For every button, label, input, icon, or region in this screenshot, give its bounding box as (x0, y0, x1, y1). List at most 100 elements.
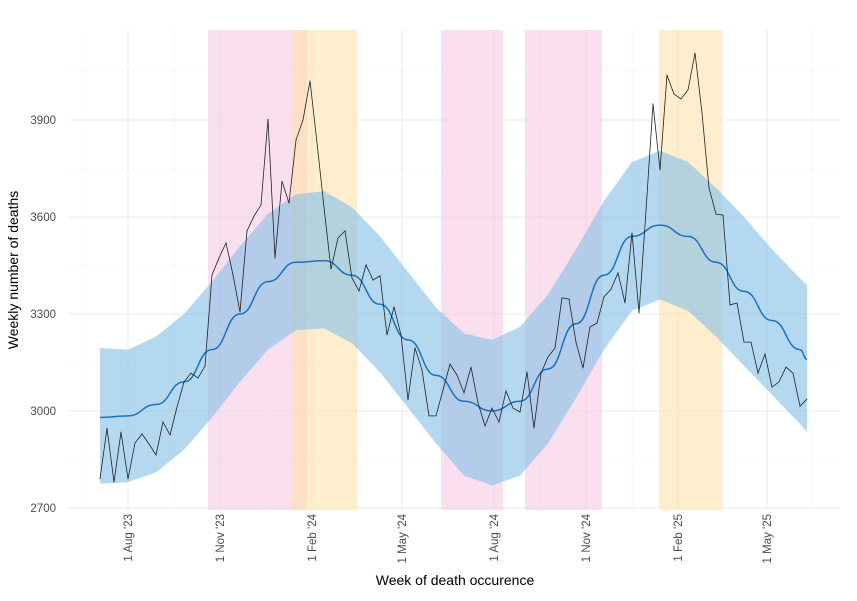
data-point (274, 257, 276, 259)
observed-series (99, 52, 808, 483)
y-axis-ticks: 2700 3000 3300 3600 3900 (30, 115, 56, 515)
y-tick-label: 3600 (30, 212, 56, 224)
data-point (190, 372, 192, 374)
data-point (771, 386, 773, 388)
data-point (239, 311, 241, 313)
data-point (785, 366, 787, 368)
data-point (687, 89, 689, 91)
data-point (309, 80, 311, 82)
data-point (631, 232, 633, 234)
y-axis-title: Weekly number of deaths (5, 191, 21, 350)
y-tick-label: 3900 (30, 115, 56, 127)
y-tick-label: 2700 (30, 503, 56, 515)
data-point (337, 237, 339, 239)
data-point (218, 257, 220, 259)
data-point (729, 304, 731, 306)
data-point (386, 334, 388, 336)
data-point (169, 434, 171, 436)
x-tick-label: 1 Feb '25 (673, 514, 685, 562)
data-point (645, 210, 647, 211)
data-point (197, 377, 199, 379)
y-tick-label: 3300 (30, 309, 56, 321)
observed-line (99, 52, 808, 483)
x-tick-label: 1 May '24 (397, 513, 409, 563)
data-point (141, 433, 143, 435)
data-point (225, 242, 227, 244)
data-point (568, 298, 570, 300)
data-point (680, 98, 682, 100)
data-point (99, 478, 101, 480)
data-point (330, 268, 332, 270)
data-point (638, 312, 640, 314)
x-tick-label: 1 Nov '24 (581, 513, 593, 562)
data-point (414, 347, 416, 349)
data-point (407, 399, 409, 401)
data-point (106, 427, 108, 429)
data-point (351, 277, 353, 279)
data-point (281, 180, 283, 182)
data-point (582, 367, 584, 369)
x-tick-label: 1 Aug '23 (123, 514, 135, 562)
data-point (610, 288, 612, 290)
data-point (435, 415, 437, 417)
data-point (134, 442, 136, 444)
data-point (596, 322, 598, 324)
expected-line (99, 224, 808, 419)
data-point (603, 296, 605, 298)
data-point (365, 264, 367, 266)
data-point (722, 214, 724, 216)
data-point (288, 202, 290, 204)
data-point (358, 290, 360, 292)
data-point (449, 363, 451, 365)
data-point (393, 306, 395, 308)
data-point (799, 405, 801, 407)
data-point (708, 187, 710, 189)
x-axis-ticks: 1 Aug '23 1 Nov '23 1 Feb '24 1 May '24 1 Au… (123, 513, 774, 563)
x-tick-label: 1 May '25 (762, 514, 774, 564)
data-point (505, 390, 507, 392)
data-point (162, 421, 164, 423)
data-point (533, 427, 535, 429)
data-point (456, 374, 458, 376)
data-point (295, 139, 297, 141)
data-point (113, 481, 115, 483)
data-point (589, 326, 591, 328)
data-point (750, 341, 752, 343)
data-point (736, 302, 738, 304)
data-point (743, 341, 745, 343)
data-point (120, 431, 122, 433)
data-point (232, 274, 234, 276)
data-point (155, 454, 157, 456)
x-axis-title: Week of death occurence (376, 572, 535, 588)
data-point (519, 411, 521, 413)
data-point (491, 407, 493, 409)
data-point (792, 372, 794, 374)
data-point (253, 215, 255, 217)
data-point (442, 389, 444, 391)
data-point (701, 112, 703, 114)
x-tick-label: 1 Aug '24 (489, 513, 501, 561)
data-point (260, 204, 262, 206)
data-point (757, 372, 759, 374)
data-point (323, 206, 325, 208)
data-point (715, 213, 717, 215)
data-point (428, 415, 430, 417)
data-point (561, 297, 563, 299)
data-point (806, 398, 808, 400)
data-point (176, 406, 178, 408)
data-point (127, 478, 129, 480)
data-point (183, 381, 185, 383)
data-point (470, 366, 472, 368)
data-point (624, 302, 626, 304)
data-point (575, 341, 577, 343)
data-point (302, 119, 304, 121)
data-point (512, 407, 514, 409)
data-point (540, 372, 542, 374)
data-point (778, 381, 780, 383)
x-tick-label: 1 Feb '24 (307, 513, 319, 561)
data-point (764, 353, 766, 355)
data-point (463, 392, 465, 394)
data-point (246, 230, 248, 232)
data-point (400, 334, 402, 336)
